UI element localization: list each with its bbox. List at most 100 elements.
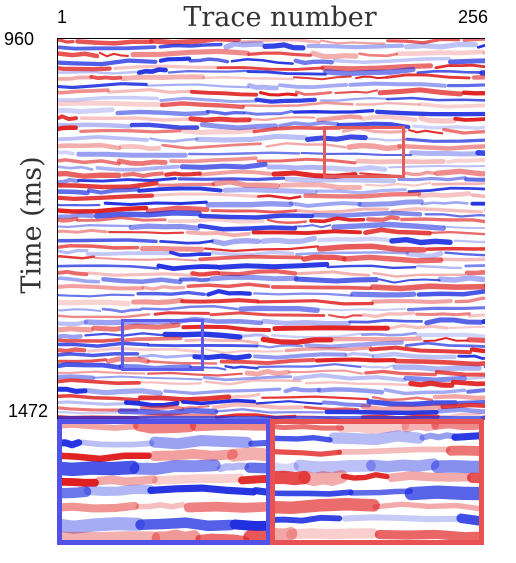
seismic-reflector (360, 403, 444, 413)
seismic-reflector (466, 388, 485, 394)
seismic-reflector (58, 158, 121, 166)
seismic-reflector (315, 357, 397, 363)
seismic-reflector (58, 264, 160, 270)
seismic-reflector (58, 386, 88, 394)
seismic-reflector (444, 251, 485, 257)
seismic-reflector (411, 124, 485, 130)
inset-blue-reflector (195, 533, 250, 540)
seismic-reflector (388, 164, 485, 169)
seismic-reflector (248, 116, 316, 122)
seismic-reflector (156, 263, 220, 271)
seismic-reflector (319, 96, 389, 102)
seismic-reflector (58, 180, 159, 190)
seismic-reflector (316, 243, 427, 253)
seismic-reflector (364, 181, 432, 187)
seismic-reflector (58, 362, 123, 370)
seismic-reflector (58, 134, 149, 142)
seismic-reflector (434, 370, 485, 377)
seismic-reflector (364, 369, 437, 377)
seismic-reflector (159, 239, 214, 245)
inset-red-reflector (419, 432, 458, 441)
seismic-reflector (206, 288, 252, 297)
inset-blue-reflector (243, 530, 266, 540)
inset-blue-reflector (62, 486, 92, 499)
seismic-reflector (293, 75, 352, 81)
seismic-reflector (318, 307, 407, 312)
seismic-reflector (377, 87, 463, 97)
seismic-reflector (58, 276, 101, 284)
seismic-reflector (309, 216, 366, 224)
seismic-reflector (205, 109, 246, 116)
seismic-reflector (400, 217, 485, 224)
seismic-reflector (198, 169, 273, 177)
seismic-reflector (292, 373, 407, 383)
seismic-reflector (199, 122, 279, 131)
seismic-reflector (58, 82, 148, 90)
inset-red-reflector (275, 497, 380, 514)
seismic-reflector (58, 165, 94, 171)
seismic-reflector (301, 254, 347, 262)
x-axis-title: Trace number (183, 2, 377, 33)
seismic-reflector (393, 358, 485, 367)
x-axis-start-label: 1 (57, 7, 68, 27)
seismic-reflector (75, 39, 154, 46)
seismic-reflector (223, 40, 264, 50)
seismic-reflector (128, 223, 201, 231)
inset-blue-reflector (133, 424, 197, 434)
seismic-reflector (253, 352, 347, 360)
seismic-reflector (384, 73, 471, 80)
seismic-reflector (58, 228, 108, 234)
seismic-section-image (57, 38, 485, 420)
seismic-reflector (355, 101, 421, 106)
seismic-reflector (284, 346, 373, 353)
seismic-reflector (348, 318, 423, 324)
seismic-reflector (58, 95, 160, 102)
seismic-reflector (430, 230, 485, 236)
inset-blue-reflector (151, 529, 201, 540)
seismic-reflector (58, 347, 87, 354)
seismic-reflector (447, 58, 485, 65)
inset-blue-reflector (251, 487, 266, 496)
seismic-reflector (256, 299, 374, 306)
seismic-reflector (141, 284, 186, 291)
inset-red-reflector (275, 514, 343, 524)
seismic-reflector (184, 338, 259, 345)
seismic-reflector (58, 249, 89, 255)
seismic-reflector (246, 70, 327, 76)
seismic-reflector (115, 109, 210, 117)
seismic-reflector (117, 407, 219, 417)
seismic-reflector (87, 187, 141, 195)
zoom-region-red (323, 126, 405, 178)
seismic-reflector (210, 209, 297, 214)
inset-blue-reflector (79, 439, 155, 448)
seismic-reflector (357, 199, 424, 207)
seismic-reflector (348, 81, 447, 88)
seismic-reflector (216, 66, 324, 71)
seismic-reflector (448, 325, 485, 330)
seismic-reflector (58, 213, 95, 220)
seismic-reflector (403, 375, 467, 383)
seismic-reflector (402, 170, 437, 177)
seismic-reflector (58, 216, 79, 223)
inset-blue-reflector (62, 531, 161, 540)
y-axis-end-label: 1472 (8, 401, 49, 421)
seismic-reflector (251, 229, 362, 236)
inset-blue-reflector (248, 439, 266, 447)
seismic-reflector (371, 299, 453, 305)
seismic-reflector (450, 379, 485, 387)
inset-blue-reflector (62, 477, 99, 487)
seismic-reflector (457, 399, 485, 405)
seismic-reflector (137, 186, 223, 193)
seismic-reflector (118, 144, 162, 152)
seismic-reflector (58, 170, 122, 179)
inset-blue-reflector (94, 475, 158, 486)
seismic-reflector (257, 344, 304, 349)
seismic-reflector (471, 75, 485, 80)
seismic-reflector (262, 42, 306, 51)
seismic-reflector (214, 408, 324, 414)
seismic-reflector (362, 311, 415, 319)
seismic-reflector (240, 333, 270, 339)
inset-blue-reflector (129, 459, 221, 475)
seismic-reflector (91, 322, 181, 332)
seismic-reflector (136, 290, 206, 296)
